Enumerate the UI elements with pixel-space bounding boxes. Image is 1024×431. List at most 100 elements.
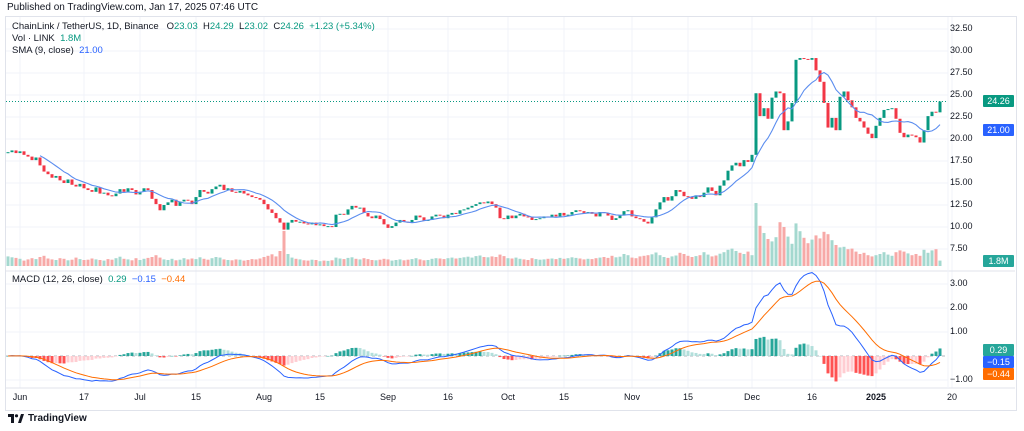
volume-bar xyxy=(894,252,898,266)
candle xyxy=(146,188,150,191)
close-value: 24.26 xyxy=(280,21,304,32)
macd-histogram-bar xyxy=(822,356,826,364)
volume-bar xyxy=(546,258,550,266)
volume-bar xyxy=(786,236,790,266)
volume-legend[interactable]: Vol · LINK 1.8M xyxy=(12,33,82,44)
macd-histogram-bar xyxy=(474,351,478,356)
candle xyxy=(810,58,814,60)
candle xyxy=(110,195,114,197)
volume-bar xyxy=(22,260,26,266)
volume-bar xyxy=(606,257,610,266)
macd-histogram-bar xyxy=(306,356,310,360)
macd-histogram-bar xyxy=(666,350,670,356)
candle xyxy=(326,226,330,228)
macd-histogram-bar xyxy=(906,356,910,365)
volume-bar xyxy=(702,252,706,266)
volume-bar xyxy=(430,258,434,266)
macd-histogram-bar xyxy=(826,356,830,374)
macd-histogram-bar xyxy=(722,353,726,356)
volume-bar xyxy=(494,257,498,266)
candle xyxy=(690,197,694,199)
candle xyxy=(190,200,194,205)
candle xyxy=(182,199,186,202)
volume-bar xyxy=(654,252,658,266)
macd-histogram-bar xyxy=(566,355,570,356)
volume-bar xyxy=(286,254,290,266)
macd-histogram-bar xyxy=(458,352,462,356)
candle xyxy=(670,196,674,201)
volume-bar xyxy=(538,259,542,266)
candle xyxy=(62,180,66,183)
macd-histogram-bar xyxy=(318,356,322,357)
volume-bar xyxy=(398,259,402,266)
macd-histogram-bar xyxy=(614,356,618,358)
candle xyxy=(714,190,718,196)
candle xyxy=(882,109,886,118)
candle xyxy=(694,195,698,199)
volume-bar xyxy=(406,259,410,266)
candle xyxy=(94,187,98,192)
volume-bar xyxy=(874,255,878,266)
candle xyxy=(130,188,134,191)
volume-bar xyxy=(54,260,58,266)
candle xyxy=(402,219,406,222)
volume-bar xyxy=(318,261,322,266)
macd-histogram-bar xyxy=(762,336,766,356)
macd-histogram-bar xyxy=(142,352,146,356)
volume-bar xyxy=(50,259,54,266)
candle xyxy=(630,210,634,217)
candle xyxy=(242,190,246,194)
macd-legend[interactable]: MACD (12, 26, close) 0.29 −0.15 −0.44 xyxy=(12,274,186,285)
volume-bars xyxy=(6,203,942,266)
candle xyxy=(794,59,798,103)
candle xyxy=(490,201,494,205)
candle xyxy=(14,150,18,154)
candle xyxy=(850,100,854,108)
macd-histogram-bar xyxy=(774,338,778,356)
candle xyxy=(98,187,102,194)
volume-bar xyxy=(86,259,90,266)
candle xyxy=(870,133,874,139)
volume-bar xyxy=(834,245,838,266)
volume-bar xyxy=(106,259,110,266)
published-note: Published on TradingView.com, Jan 17, 20… xyxy=(7,2,259,13)
candle xyxy=(906,134,910,138)
candle xyxy=(254,197,258,199)
candle xyxy=(322,224,326,227)
volume-bar xyxy=(742,254,746,266)
candle xyxy=(558,212,562,217)
macd-histogram-bar xyxy=(698,353,702,356)
sma-legend[interactable]: SMA (9, close) 21.00 xyxy=(12,45,103,56)
macd-histogram-bar xyxy=(894,356,898,360)
price-axis-label: 15.00 xyxy=(950,177,973,187)
volume-bar xyxy=(886,254,890,266)
volume-bar xyxy=(554,259,558,266)
volume-bar xyxy=(566,258,570,266)
candle xyxy=(246,193,250,196)
price-axis-label: 22.50 xyxy=(950,111,973,121)
volume-bar xyxy=(302,260,306,266)
time-axis-label: Dec xyxy=(743,392,761,402)
candle xyxy=(306,223,310,225)
tradingview-logo[interactable]: TradingView xyxy=(8,413,87,424)
candle xyxy=(74,184,78,187)
candle xyxy=(642,219,646,222)
candle xyxy=(638,218,642,220)
candle xyxy=(878,117,882,126)
volume-bar xyxy=(578,258,582,266)
candle xyxy=(854,107,858,118)
volume-bar xyxy=(90,258,94,266)
volume-bar xyxy=(414,258,418,266)
candle xyxy=(506,215,510,220)
volume-bar xyxy=(426,260,430,266)
volume-bar xyxy=(682,254,686,266)
candle xyxy=(890,108,894,110)
symbol-legend[interactable]: ChainLink / TetherUS, 1D, Binance O23.03… xyxy=(12,21,375,32)
macd-histogram-bar xyxy=(394,356,398,358)
candle xyxy=(78,183,82,187)
candle xyxy=(770,97,774,119)
volume-bar xyxy=(174,260,178,266)
volume-bar xyxy=(222,259,226,266)
volume-bar xyxy=(582,259,586,266)
